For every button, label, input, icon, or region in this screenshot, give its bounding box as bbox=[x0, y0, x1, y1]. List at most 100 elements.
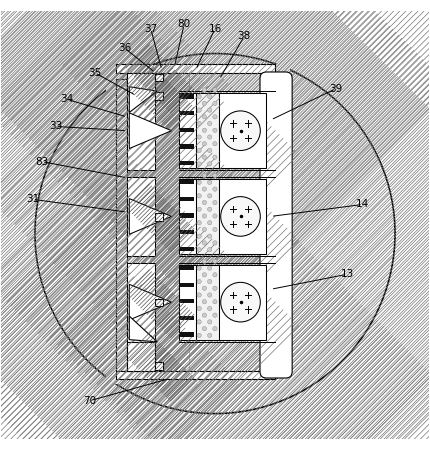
Circle shape bbox=[197, 234, 201, 238]
Circle shape bbox=[213, 174, 217, 178]
Text: 33: 33 bbox=[49, 122, 62, 131]
Bar bbox=[196, 265, 219, 340]
Circle shape bbox=[197, 293, 201, 297]
Circle shape bbox=[197, 180, 201, 184]
Bar bbox=[180, 144, 194, 149]
Polygon shape bbox=[129, 198, 172, 234]
Circle shape bbox=[213, 313, 217, 317]
Circle shape bbox=[202, 187, 206, 191]
Polygon shape bbox=[129, 113, 172, 148]
Bar bbox=[155, 362, 163, 370]
Circle shape bbox=[197, 248, 201, 252]
Circle shape bbox=[197, 135, 201, 139]
Circle shape bbox=[202, 115, 206, 119]
Circle shape bbox=[202, 259, 206, 264]
Circle shape bbox=[197, 266, 201, 270]
Bar bbox=[180, 197, 194, 201]
Circle shape bbox=[202, 300, 206, 304]
Circle shape bbox=[208, 94, 212, 99]
Bar bbox=[127, 73, 155, 91]
Bar bbox=[219, 265, 267, 340]
Circle shape bbox=[213, 101, 217, 105]
Bar bbox=[127, 342, 155, 371]
Circle shape bbox=[213, 187, 217, 191]
Circle shape bbox=[208, 293, 212, 297]
Circle shape bbox=[213, 227, 217, 232]
Bar bbox=[155, 299, 163, 306]
Bar bbox=[219, 93, 267, 168]
Circle shape bbox=[202, 200, 206, 205]
Circle shape bbox=[197, 220, 201, 225]
Bar bbox=[155, 74, 163, 81]
Circle shape bbox=[202, 142, 206, 146]
Circle shape bbox=[213, 273, 217, 277]
Circle shape bbox=[197, 279, 201, 284]
Bar bbox=[180, 128, 194, 132]
Text: 14: 14 bbox=[356, 199, 369, 209]
Circle shape bbox=[197, 306, 201, 310]
Bar bbox=[106, 64, 290, 383]
Circle shape bbox=[202, 101, 206, 105]
Circle shape bbox=[208, 108, 212, 112]
Circle shape bbox=[202, 227, 206, 232]
Circle shape bbox=[202, 241, 206, 245]
Bar bbox=[180, 230, 194, 234]
Bar bbox=[180, 161, 194, 165]
Circle shape bbox=[208, 162, 212, 166]
Circle shape bbox=[213, 155, 217, 159]
Circle shape bbox=[221, 282, 260, 322]
Circle shape bbox=[202, 313, 206, 317]
Text: 35: 35 bbox=[88, 68, 101, 78]
Text: 34: 34 bbox=[61, 94, 74, 104]
Bar bbox=[180, 299, 194, 303]
Circle shape bbox=[208, 266, 212, 270]
Bar bbox=[180, 213, 194, 218]
Bar bbox=[180, 94, 194, 99]
Circle shape bbox=[202, 174, 206, 178]
Bar bbox=[155, 92, 163, 99]
Circle shape bbox=[202, 88, 206, 92]
Bar bbox=[180, 266, 194, 270]
Circle shape bbox=[221, 111, 260, 150]
Bar bbox=[127, 262, 155, 342]
Bar bbox=[155, 213, 163, 220]
Polygon shape bbox=[129, 284, 172, 320]
Text: 70: 70 bbox=[83, 396, 96, 406]
Circle shape bbox=[202, 286, 206, 290]
Text: 37: 37 bbox=[144, 24, 157, 34]
Circle shape bbox=[197, 207, 201, 211]
Bar bbox=[180, 180, 194, 184]
Bar bbox=[117, 79, 127, 371]
Polygon shape bbox=[129, 87, 157, 112]
Bar bbox=[178, 179, 196, 254]
Bar bbox=[180, 111, 194, 115]
Circle shape bbox=[208, 180, 212, 184]
Circle shape bbox=[197, 122, 201, 126]
Bar bbox=[178, 265, 196, 340]
Circle shape bbox=[202, 273, 206, 277]
Circle shape bbox=[208, 248, 212, 252]
Bar bbox=[267, 79, 275, 371]
Text: 36: 36 bbox=[118, 43, 132, 54]
Text: 80: 80 bbox=[178, 19, 190, 29]
Text: 13: 13 bbox=[341, 269, 353, 279]
Bar bbox=[219, 179, 267, 254]
Polygon shape bbox=[129, 316, 157, 342]
Bar bbox=[196, 93, 219, 168]
Circle shape bbox=[213, 142, 217, 146]
Circle shape bbox=[208, 306, 212, 310]
Circle shape bbox=[208, 279, 212, 284]
Bar bbox=[180, 333, 194, 337]
Circle shape bbox=[213, 327, 217, 331]
Circle shape bbox=[202, 214, 206, 218]
Circle shape bbox=[208, 194, 212, 198]
Circle shape bbox=[213, 115, 217, 119]
Text: 16: 16 bbox=[209, 24, 221, 34]
Circle shape bbox=[197, 320, 201, 324]
Text: 31: 31 bbox=[26, 194, 39, 204]
Circle shape bbox=[213, 214, 217, 218]
Circle shape bbox=[208, 148, 212, 153]
Circle shape bbox=[208, 234, 212, 238]
Bar bbox=[127, 91, 155, 171]
Bar bbox=[117, 371, 275, 379]
